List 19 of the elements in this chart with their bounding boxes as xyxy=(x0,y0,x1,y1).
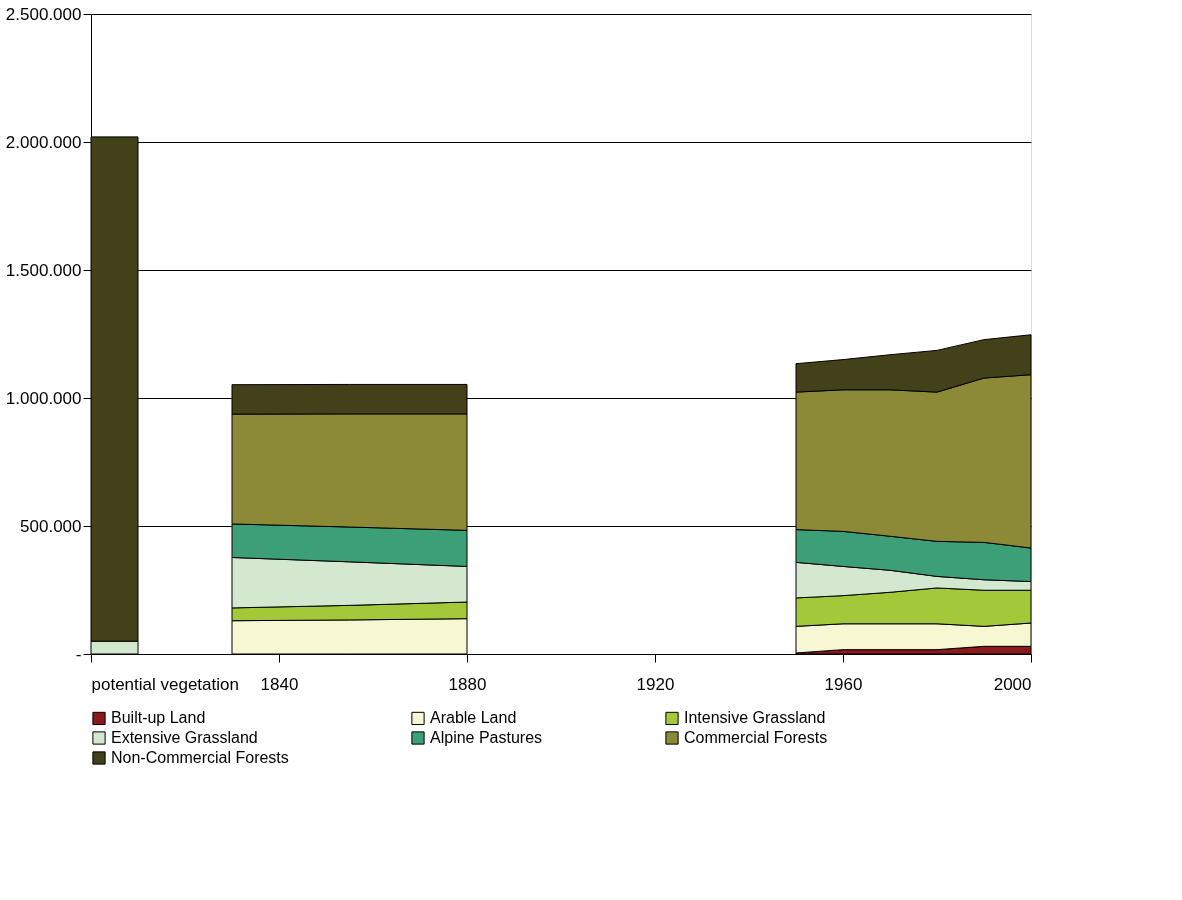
legend-label: Intensive Grassland xyxy=(684,709,826,727)
y-tick-label: 2.000.000 xyxy=(5,132,82,152)
legend-label: Non-Commercial Forests xyxy=(111,749,289,766)
x-tick-label: 1840 xyxy=(260,674,299,694)
legend-label: Built-up Land xyxy=(111,709,206,727)
y-tick-label: 1.000.000 xyxy=(5,388,82,408)
legend-label: Arable Land xyxy=(430,709,517,727)
y-tick-label: 500.000 xyxy=(20,516,82,536)
legend-label: Alpine Pastures xyxy=(430,729,543,746)
y-tick-label: 2.500.000 xyxy=(5,4,82,24)
y-tick-label: - xyxy=(75,644,82,664)
x-tick-label: 2000 xyxy=(993,674,1032,694)
x-tick-label: potential vegetation xyxy=(91,674,239,694)
y-tick-label: 1.500.000 xyxy=(5,260,82,280)
legend-label: Commercial Forests xyxy=(684,729,828,746)
x-tick-label: 1880 xyxy=(448,674,487,694)
x-tick-label: 1920 xyxy=(636,674,675,694)
legend-label: Extensive Grassland xyxy=(111,729,258,746)
x-tick-label: 1960 xyxy=(824,674,863,694)
